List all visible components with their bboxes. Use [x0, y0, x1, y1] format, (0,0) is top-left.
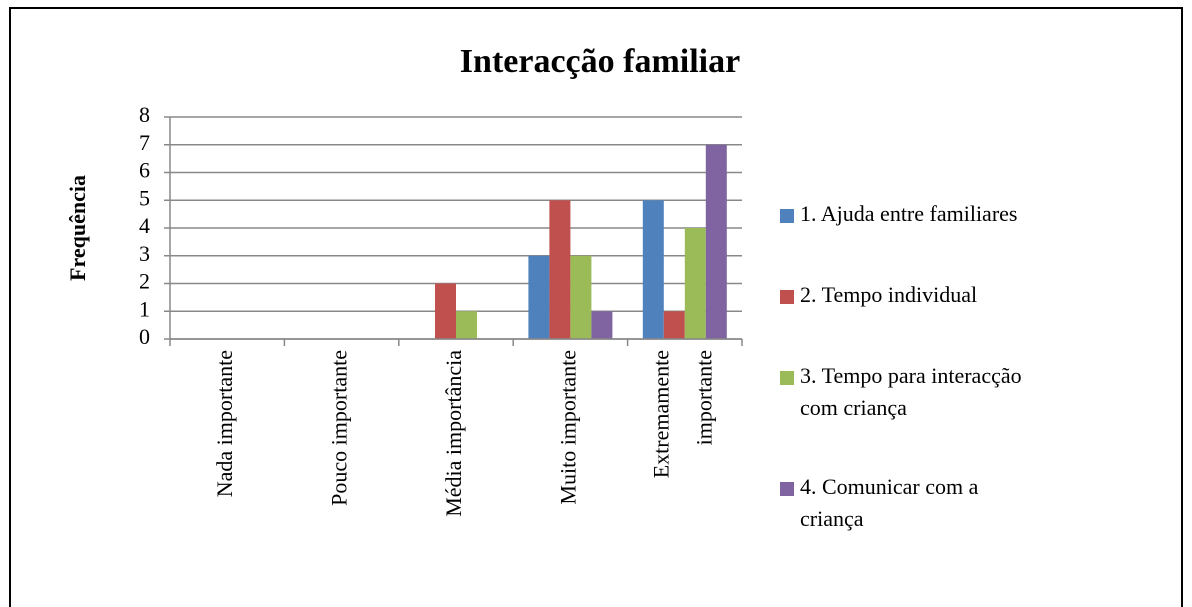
bar	[549, 200, 571, 339]
y-tick-label: 4	[139, 213, 150, 238]
bar	[570, 255, 592, 339]
x-tick-label-line: importante	[691, 350, 716, 445]
legend-swatch	[780, 290, 794, 304]
x-tick-label-line: Pouco importante	[327, 350, 352, 506]
legend-label: 4. Comunicar com a criança	[800, 474, 979, 531]
x-tick-label-line: Muito importante	[555, 350, 580, 505]
bar	[435, 283, 456, 339]
x-tick-label: Pouco importante	[327, 350, 352, 506]
y-tick-label: 6	[139, 158, 150, 183]
x-tick-label-line: Nada importante	[212, 350, 237, 497]
bar	[663, 311, 685, 339]
y-tick-label: 5	[139, 185, 150, 210]
legend-swatch	[780, 482, 794, 496]
legend-label-line: com criança	[800, 395, 907, 420]
x-tick-label-line: Extremamente	[648, 350, 673, 478]
y-tick-label: 3	[139, 241, 150, 266]
chart-border	[9, 7, 1183, 607]
y-axis-label: Frequência	[65, 175, 90, 281]
bar	[528, 255, 550, 339]
legend-swatch	[780, 371, 794, 385]
legend-label: 1. Ajuda entre familiares	[800, 201, 1017, 226]
chart-title: Interacção familiar	[460, 43, 740, 80]
legend-label-line: criança	[800, 506, 864, 531]
legend-swatch	[780, 209, 794, 223]
bar	[456, 311, 477, 339]
bar	[684, 228, 706, 339]
legend-label-line: 4. Comunicar com a	[800, 474, 979, 499]
x-tick-label-line: Média importância	[441, 350, 466, 517]
legend-label-line: 3. Tempo para interacção	[800, 363, 1022, 388]
legend-label: 3. Tempo para interacção com criança	[800, 363, 1022, 420]
y-tick-label: 1	[139, 296, 150, 321]
x-tick-label: Nada importante	[212, 350, 237, 497]
bar	[642, 200, 664, 339]
y-tick-label: 2	[139, 269, 150, 294]
legend-label: 2. Tempo individual	[800, 282, 977, 307]
legend-label-line: 2. Tempo individual	[800, 282, 977, 307]
y-tick-label: 0	[139, 324, 150, 349]
x-tick-label: Muito importante	[555, 350, 580, 505]
legend-label-line: 1. Ajuda entre familiares	[800, 201, 1017, 226]
x-tick-label: Média importância	[441, 350, 466, 517]
y-tick-label: 7	[139, 130, 150, 155]
x-tick-label: Extremamente importante	[648, 350, 716, 478]
bar	[591, 311, 613, 339]
y-tick-label: 8	[139, 102, 150, 127]
bar	[705, 144, 727, 339]
